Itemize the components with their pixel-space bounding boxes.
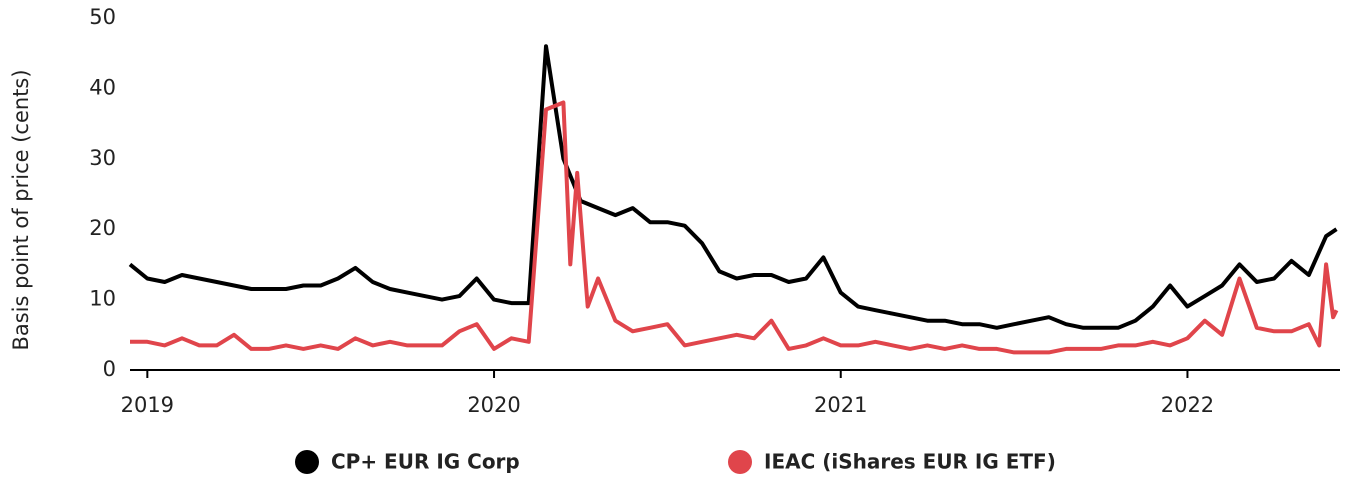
x-tick-label: 2022	[1161, 393, 1214, 417]
legend-marker	[295, 450, 319, 474]
legend-text: IEAC (iShares EUR IG ETF)	[764, 450, 1056, 474]
y-tick-label: 50	[89, 5, 116, 29]
line	[130, 100, 1339, 355]
legend-text: CP+ EUR IG Corp	[331, 450, 520, 474]
y-tick-label: 30	[89, 146, 116, 170]
y-tick-label: 0	[103, 357, 116, 381]
x-tick-label: 2021	[814, 393, 867, 417]
y-tick-label: 10	[89, 287, 116, 311]
line	[128, 44, 1338, 330]
x-tick-label: 2019	[121, 393, 174, 417]
y-axis-label: Basis point of price (cents)	[9, 69, 33, 350]
y-tick-label: 40	[89, 75, 116, 99]
y-tick-label: 20	[89, 216, 116, 240]
legend-marker	[728, 450, 752, 474]
x-tick-label: 2020	[467, 393, 520, 417]
